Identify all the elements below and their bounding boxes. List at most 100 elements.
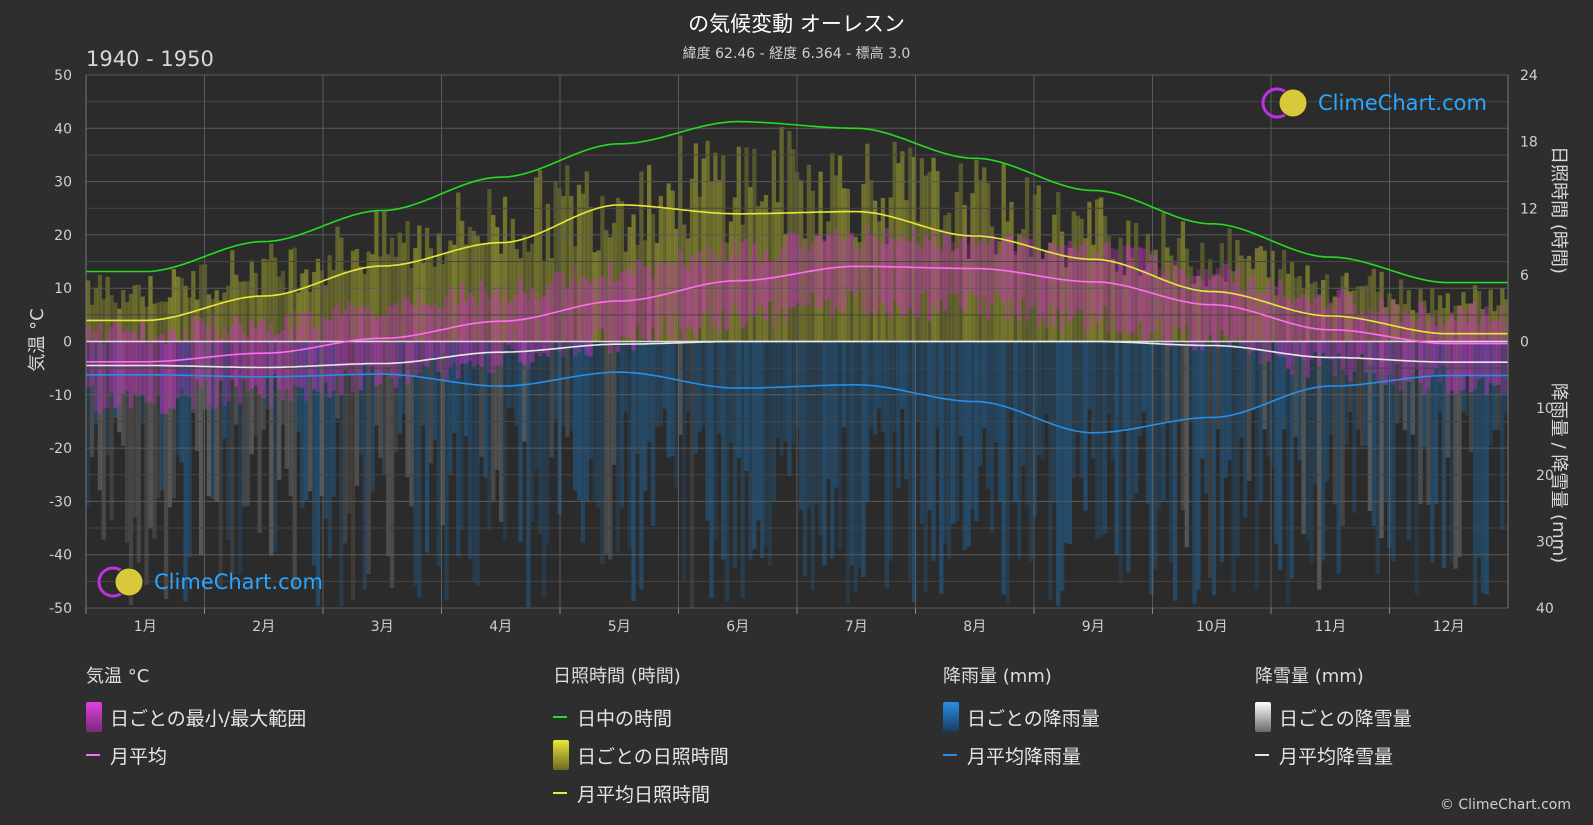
temp-range-day-bar xyxy=(845,235,850,291)
sunshine-day-bar xyxy=(997,241,1002,342)
sunshine-day-bar xyxy=(970,193,975,342)
temp-range-day-bar xyxy=(908,241,913,309)
temp-range-day-bar xyxy=(343,309,348,370)
sunshine-day-bar xyxy=(1449,313,1454,342)
precip-day-bar xyxy=(724,341,730,602)
temp-range-day-bar xyxy=(417,292,422,373)
precip-day-bar xyxy=(389,341,395,589)
sunshine-day-bar xyxy=(121,290,126,342)
sunshine-day-bar xyxy=(721,155,726,342)
precip-day-bar xyxy=(861,341,866,577)
temp-range-day-bar xyxy=(1289,303,1295,375)
precip-day-bar xyxy=(1359,341,1365,447)
sunshine-day-bar xyxy=(806,164,812,342)
precip-day-bar xyxy=(495,341,500,470)
sunshine-day-bar xyxy=(518,258,523,342)
sunshine-bars-swatch xyxy=(553,740,569,770)
legend-rain: 降雨量 (mm) 日ごとの降雨量 月平均降雨量 xyxy=(943,662,1100,774)
precip-day-bar xyxy=(1169,341,1174,562)
sunshine-day-bar xyxy=(389,237,395,342)
period-label: 1940 - 1950 xyxy=(86,47,214,71)
temp-range-day-bar xyxy=(1130,247,1135,333)
precip-day-bar xyxy=(401,341,406,414)
precip-day-bar xyxy=(1122,341,1127,429)
sunshine-day-bar xyxy=(1161,212,1166,342)
sunshine-day-bar xyxy=(1137,276,1143,342)
sunshine-day-bar xyxy=(1437,295,1443,342)
precip-day-bar xyxy=(635,341,640,454)
temp-range-day-bar xyxy=(1313,297,1318,352)
temp-range-day-bar xyxy=(1063,245,1069,311)
temp-range-day-bar xyxy=(724,261,730,331)
sunshine-day-bar xyxy=(787,130,792,342)
sunshine-day-bar xyxy=(904,200,909,342)
precip-day-bar xyxy=(845,341,850,605)
legend-item: 日ごとの日照時間 xyxy=(553,736,729,774)
sunshine-day-bar xyxy=(771,150,776,342)
logo-top[interactable]: ClimeChart.com xyxy=(1260,86,1487,120)
sunshine-day-bar xyxy=(432,266,438,342)
precip-day-bar xyxy=(923,341,928,593)
precip-day-bar xyxy=(1044,341,1049,414)
temp-range-day-bar xyxy=(798,247,804,309)
precip-day-bar xyxy=(756,341,761,521)
sunshine-day-bar xyxy=(1496,305,1501,342)
precip-day-bar xyxy=(541,341,547,598)
logo-icon xyxy=(1261,87,1308,119)
sunshine-day-bar xyxy=(1243,258,1248,342)
sunshine-day-bar xyxy=(643,240,648,342)
precip-day-bar xyxy=(561,341,566,426)
sunshine-day-bar xyxy=(140,296,145,342)
sunshine-day-bar xyxy=(974,159,979,342)
precip-day-bar xyxy=(1188,341,1193,418)
sunshine-day-bar xyxy=(561,196,566,342)
sunshine-day-bar xyxy=(1461,292,1466,342)
precip-day-bar xyxy=(1110,341,1115,460)
sunshine-day-bar xyxy=(222,292,227,342)
sunshine-day-bar xyxy=(1110,258,1115,342)
precip-day-bar xyxy=(296,341,301,433)
precip-day-bar xyxy=(304,341,309,500)
precip-day-bar xyxy=(1246,341,1252,481)
temp-range-day-bar xyxy=(1278,279,1283,357)
precip-day-bar xyxy=(152,341,157,539)
sunshine-day-bar xyxy=(1200,242,1205,342)
sunshine-day-bar xyxy=(195,299,200,342)
precip-day-bar xyxy=(393,341,399,453)
precip-day-bar xyxy=(1106,341,1112,414)
temp-range-day-bar xyxy=(756,256,761,309)
sunshine-day-bar xyxy=(487,189,492,342)
precip-day-bar xyxy=(311,341,317,566)
temp-range-day-bar xyxy=(1476,325,1482,380)
sunshine-day-bar xyxy=(1328,303,1334,342)
precip-day-bar xyxy=(1102,341,1108,534)
sunshine-day-bar xyxy=(405,221,410,342)
sunshine-day-bar xyxy=(1013,255,1018,342)
temp-range-day-bar xyxy=(631,276,636,351)
temp-range-day-bar xyxy=(308,311,313,376)
temp-range-day-bar xyxy=(424,303,430,367)
temp-range-day-bar xyxy=(214,331,219,408)
temp-range-day-bar xyxy=(1161,275,1166,342)
precip-day-bar xyxy=(1317,341,1322,590)
logo-bottom[interactable]: ClimeChart.com xyxy=(96,565,323,599)
precip-day-bar xyxy=(748,341,753,561)
x-tick-label: 4月 xyxy=(489,619,512,635)
sunshine-day-bar xyxy=(347,272,352,342)
precip-day-bar xyxy=(814,341,819,505)
legend-item: 日中の時間 xyxy=(553,698,729,736)
precip-day-bar xyxy=(463,341,469,437)
temp-range-day-bar xyxy=(393,302,399,388)
temp-range-day-bar xyxy=(534,299,539,353)
sunshine-day-bar xyxy=(900,151,905,342)
temp-range-day-bar xyxy=(759,262,765,306)
temp-range-day-bar xyxy=(911,228,917,316)
temp-range-day-bar xyxy=(537,296,543,357)
temp-range-day-bar xyxy=(553,272,558,343)
rain-avg-line xyxy=(86,371,1508,434)
precip-day-bar xyxy=(647,341,652,443)
precip-day-bar xyxy=(1079,341,1084,479)
temp-range-day-bar xyxy=(1379,297,1384,371)
precip-day-bar xyxy=(530,341,535,523)
sunshine-day-bar xyxy=(1266,277,1271,342)
